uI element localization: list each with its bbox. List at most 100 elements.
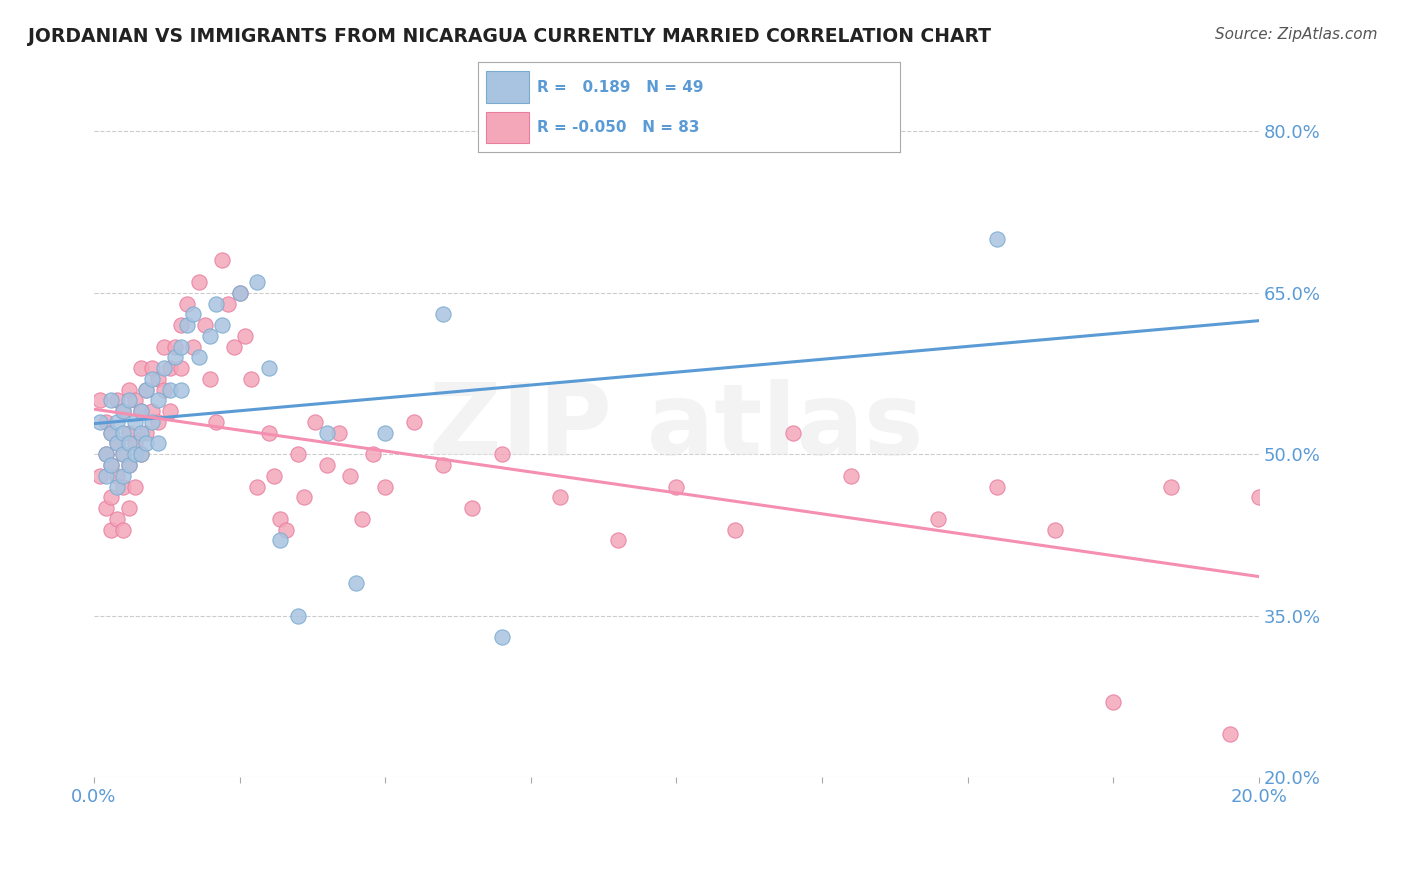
Point [124, 415, 146, 429]
Point [986, 232, 1008, 246]
Point [100, 491, 122, 505]
Point [274, 523, 297, 537]
Point [292, 491, 315, 505]
Point [170, 361, 193, 376]
Point [100, 393, 122, 408]
Point [112, 468, 135, 483]
Point [135, 436, 157, 450]
Point [1219, 727, 1241, 741]
Point [315, 425, 337, 440]
Point [112, 404, 135, 418]
Point [287, 608, 309, 623]
Point [89, 468, 111, 483]
Point [141, 404, 163, 418]
Point [181, 307, 204, 321]
Point [153, 383, 176, 397]
Point [159, 404, 181, 418]
Point [100, 458, 122, 472]
Point [228, 285, 250, 300]
Point [240, 372, 263, 386]
Point [263, 468, 285, 483]
Point [112, 404, 135, 418]
Point [135, 425, 157, 440]
Point [211, 253, 233, 268]
Point [1247, 491, 1270, 505]
Point [89, 393, 111, 408]
Point [200, 328, 222, 343]
Point [94, 447, 117, 461]
Point [105, 393, 128, 408]
Point [129, 404, 152, 418]
Point [432, 458, 454, 472]
Point [124, 436, 146, 450]
Text: ZIP atlas: ZIP atlas [429, 379, 924, 475]
Text: R =   0.189   N = 49: R = 0.189 N = 49 [537, 80, 703, 95]
Point [350, 512, 373, 526]
Point [105, 479, 128, 493]
Point [304, 415, 326, 429]
Point [839, 468, 862, 483]
Point [100, 458, 122, 472]
Point [141, 415, 163, 429]
Point [222, 340, 245, 354]
Point [339, 468, 361, 483]
Point [287, 447, 309, 461]
Point [548, 491, 571, 505]
Point [187, 351, 209, 365]
Point [129, 425, 152, 440]
Point [181, 340, 204, 354]
Point [153, 361, 176, 376]
Point [135, 383, 157, 397]
Point [432, 307, 454, 321]
Point [105, 468, 128, 483]
Point [170, 383, 193, 397]
Point [257, 361, 280, 376]
Point [118, 436, 141, 450]
Point [927, 512, 949, 526]
Point [129, 361, 152, 376]
Bar [486, 112, 529, 143]
Point [665, 479, 688, 493]
Point [1102, 695, 1125, 709]
Point [607, 533, 630, 548]
Point [129, 447, 152, 461]
Point [89, 415, 111, 429]
Point [94, 415, 117, 429]
Point [146, 372, 169, 386]
Point [105, 436, 128, 450]
Point [141, 372, 163, 386]
Point [118, 458, 141, 472]
Point [374, 479, 396, 493]
Bar [486, 71, 529, 103]
Point [105, 415, 128, 429]
Point [124, 479, 146, 493]
Point [118, 501, 141, 516]
Point [165, 340, 187, 354]
Point [211, 318, 233, 332]
Point [105, 512, 128, 526]
Point [246, 479, 269, 493]
Point [100, 523, 122, 537]
Point [129, 404, 152, 418]
Text: R = -0.050   N = 83: R = -0.050 N = 83 [537, 120, 700, 135]
Point [146, 436, 169, 450]
Point [124, 393, 146, 408]
Point [491, 630, 513, 644]
Point [315, 458, 337, 472]
Point [200, 372, 222, 386]
Point [217, 296, 239, 310]
Point [986, 479, 1008, 493]
Point [782, 425, 804, 440]
Point [159, 383, 181, 397]
Point [176, 318, 198, 332]
Point [170, 340, 193, 354]
Point [112, 523, 135, 537]
Point [118, 458, 141, 472]
Point [118, 425, 141, 440]
Point [112, 447, 135, 461]
Point [94, 468, 117, 483]
Point [374, 425, 396, 440]
Point [205, 415, 228, 429]
Point [257, 425, 280, 440]
Point [159, 361, 181, 376]
